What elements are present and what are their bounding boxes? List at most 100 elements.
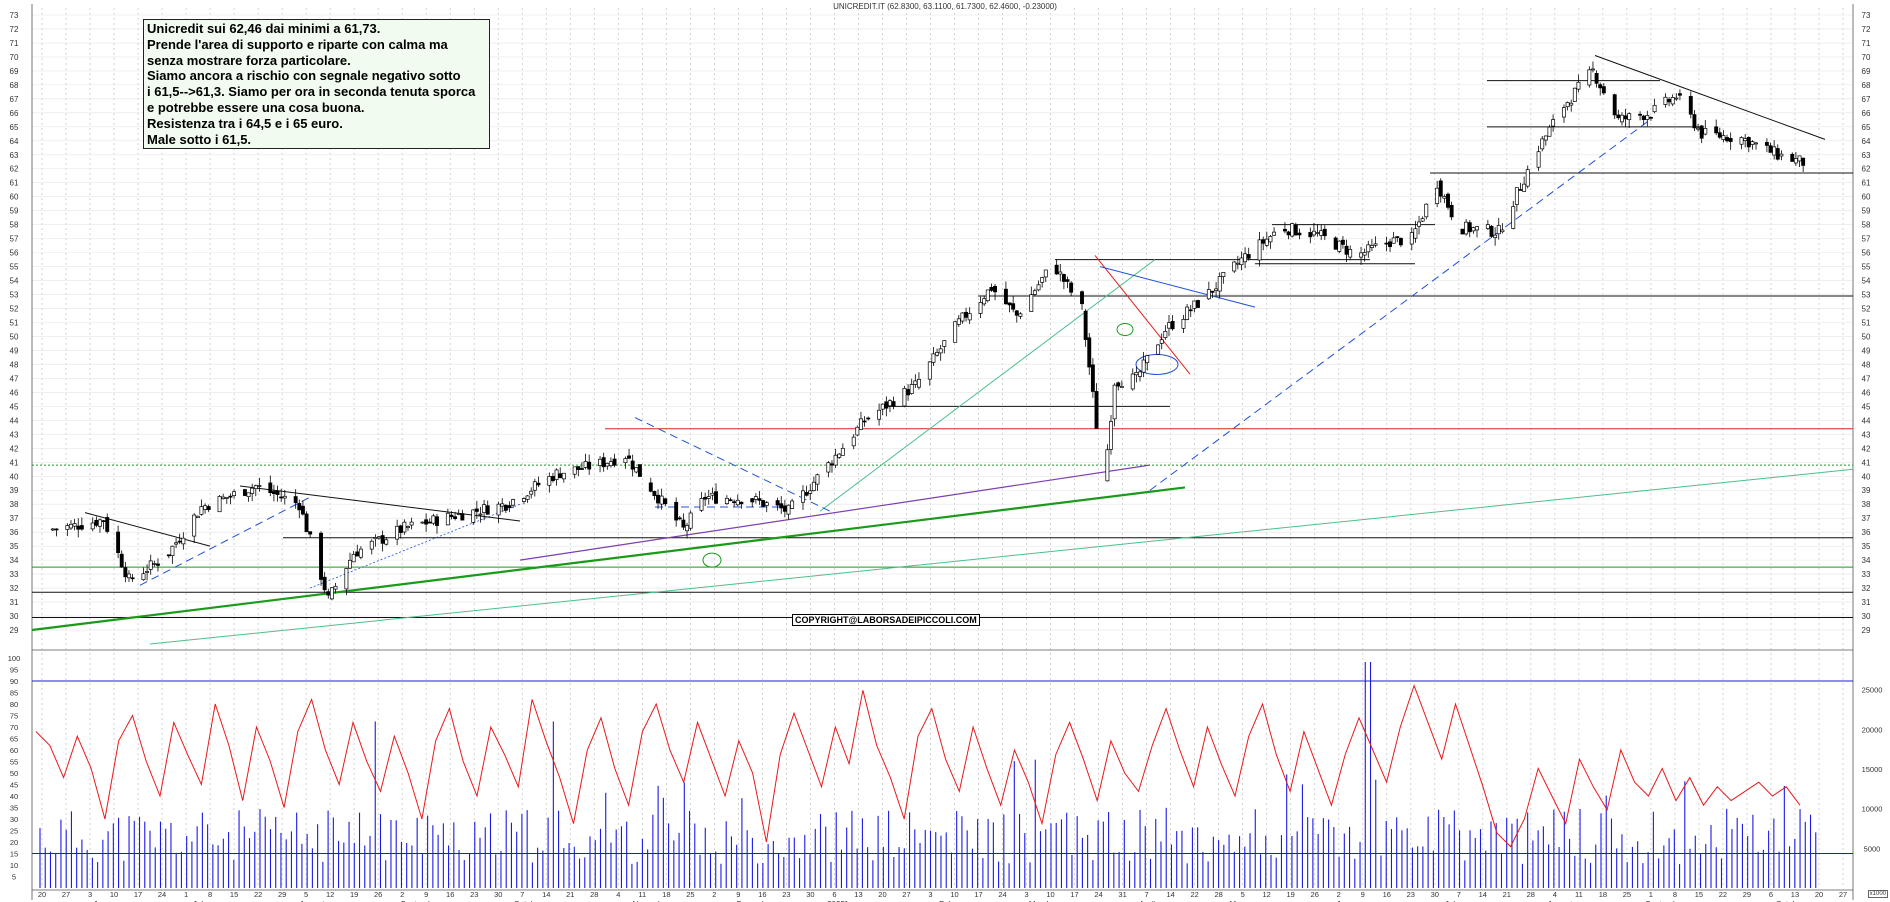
price-tick-label-right: 33	[1862, 570, 1871, 579]
price-tick-label-right: 49	[1862, 346, 1871, 355]
candle-body	[431, 515, 436, 524]
price-tick-label-right: 69	[1862, 67, 1871, 76]
date-tick-label: 24	[158, 890, 166, 899]
candle-body	[1170, 320, 1175, 330]
candle-body	[1424, 203, 1429, 218]
price-tick-label-left: 32	[10, 584, 19, 593]
candle-body	[373, 537, 378, 540]
june-downtrend-line	[84, 512, 211, 547]
candle-body	[1090, 364, 1095, 392]
candle-body	[94, 519, 99, 526]
month-label: June	[93, 900, 111, 902]
price-tick-label-right: 72	[1862, 25, 1871, 34]
price-axis-labels: 29 29 30 30 31 31 32 32 33 33 34 34 35 35 36 36 37 37 38 38…	[10, 11, 1871, 635]
candle-body	[674, 501, 679, 521]
price-tick-label-right: 30	[1862, 612, 1871, 621]
date-tick-label: 26	[374, 890, 382, 899]
candle-body	[1598, 84, 1603, 89]
candle-body	[1257, 239, 1262, 261]
price-tick-label-left: 70	[10, 53, 19, 62]
candle-body	[1449, 204, 1454, 218]
date-tick-label: 16	[446, 890, 454, 899]
candle-body	[1547, 126, 1552, 137]
price-tick-label-left: 51	[10, 319, 19, 328]
price-tick-label-right: 46	[1862, 388, 1871, 397]
date-tick-label: 28	[590, 890, 598, 899]
candle-body	[1054, 264, 1059, 275]
candle-body	[1801, 157, 1806, 166]
candle-body	[1373, 243, 1378, 246]
date-tick-label: 1	[184, 890, 188, 899]
candle-body	[445, 512, 450, 526]
candle-body	[435, 516, 439, 526]
candle-body	[906, 389, 911, 396]
candle-body	[181, 537, 186, 545]
price-tick-label-left: 50	[10, 332, 19, 341]
candle-body	[801, 490, 805, 503]
candle-body	[964, 311, 969, 318]
candle-body	[1210, 290, 1215, 293]
candle-body	[471, 509, 476, 523]
candle-body	[293, 496, 298, 504]
date-tick-label: 18	[662, 890, 670, 899]
candle-body	[500, 503, 505, 507]
price-tick-label-left: 36	[10, 528, 19, 537]
price-tick-label-left: 52	[10, 305, 19, 314]
price-tick-label-left: 55	[10, 263, 19, 272]
candle-body	[308, 531, 313, 535]
candle-body	[1018, 313, 1023, 317]
month-label: August	[300, 900, 326, 902]
month-label: August	[1548, 900, 1574, 902]
date-tick-label: 19	[1287, 890, 1295, 899]
price-tick-label-left: 39	[10, 486, 19, 495]
candle-body	[851, 436, 856, 447]
price-tick-label-left: 65	[10, 123, 19, 132]
candle-body	[1569, 102, 1574, 106]
candle-body	[482, 504, 487, 513]
candle-body	[1514, 187, 1519, 205]
candle-body	[398, 525, 403, 533]
candle-body	[1663, 96, 1668, 105]
candle-body	[130, 577, 135, 580]
date-tick-label: 21	[1503, 890, 1511, 899]
date-tick-label: 17	[974, 890, 982, 899]
price-tick-label-right: 64	[1862, 137, 1871, 146]
oscillator-line	[35, 684, 1801, 848]
date-tick-label: 21	[566, 890, 574, 899]
price-tick-label-left: 61	[10, 179, 19, 188]
candle-body	[268, 482, 273, 493]
candle-body	[536, 482, 541, 486]
month-label: March	[1029, 900, 1051, 902]
candle-body	[627, 455, 631, 459]
date-tick-label: 25	[1623, 890, 1631, 899]
month-label: May	[1229, 900, 1244, 902]
candle-body	[322, 576, 327, 591]
candle-body	[1692, 114, 1697, 129]
date-tick-label: 28	[1527, 890, 1535, 899]
date-tick-label: 13	[1791, 890, 1799, 899]
blue-dashed-short	[139, 496, 311, 586]
candle-body	[203, 505, 208, 510]
date-tick-label: 29	[1743, 890, 1751, 899]
candle-body	[50, 528, 55, 531]
candle-body	[90, 522, 95, 530]
candle-body	[1797, 155, 1802, 162]
date-tick-label: 15	[1695, 890, 1703, 899]
price-tick-label-left: 67	[10, 95, 19, 104]
candle-body	[1185, 306, 1190, 320]
candle-body	[232, 491, 237, 497]
candle-body	[192, 514, 197, 537]
date-tick-label: 19	[350, 890, 358, 899]
candle-body	[826, 462, 831, 473]
candle-body	[811, 481, 816, 491]
candle-body	[550, 476, 555, 481]
candle-body	[1522, 183, 1527, 192]
date-tick-label: 27	[902, 890, 910, 899]
candle-body	[1141, 359, 1146, 373]
month-label: July	[1445, 900, 1459, 902]
note-line: Siamo ancora a rischio con segnale negat…	[147, 68, 461, 84]
candle-body	[739, 501, 744, 505]
price-tick-label-right: 55	[1862, 263, 1871, 272]
candle-body	[1221, 272, 1226, 277]
